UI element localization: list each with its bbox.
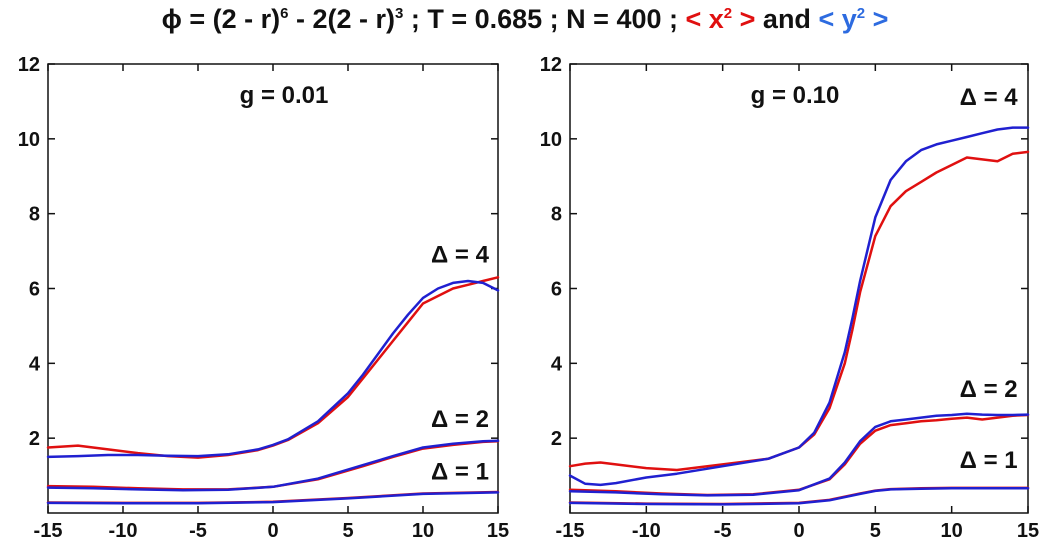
- figure-title: ϕ = (2 - r)6 - 2(2 - r)3 ; T = 0.685 ; N…: [0, 4, 1050, 35]
- series-line-y2-deltadeltadeltadelta2: [46, 439, 500, 492]
- x-tick-label: 0: [267, 520, 278, 539]
- y-tick-label: 6: [29, 279, 40, 301]
- x-tick-label: -5: [714, 520, 732, 539]
- title-potential-part-2: - 2(2 - r): [288, 4, 396, 34]
- curve-label: Δ = 4: [431, 241, 490, 268]
- y-tick-label: 2: [551, 428, 562, 450]
- x-tick-label: 15: [1017, 520, 1039, 539]
- x-tick-label: -15: [34, 520, 63, 539]
- series-line-y2-deltadeltadeltadelta4: [46, 279, 500, 459]
- y-tick-label: 12: [18, 54, 40, 76]
- x-tick-label: 5: [342, 520, 353, 539]
- phi-symbol: ϕ: [161, 4, 182, 34]
- curve-label: Δ = 2: [431, 406, 489, 433]
- x-tick-label: -10: [632, 520, 661, 539]
- plot-frame-1: [569, 63, 1029, 514]
- curve-label: Δ = 2: [960, 376, 1018, 403]
- series-line-y2-deltadeltadeltadelta1: [568, 487, 1030, 506]
- y-tick-label: 12: [540, 54, 562, 76]
- curve-label: Δ = 1: [960, 447, 1018, 474]
- legend-x2: < x2 >: [685, 4, 756, 34]
- series-line-y2-deltadeltadeltadelta1: [46, 491, 500, 505]
- title-and: and: [755, 4, 819, 34]
- x-tick-label: -15: [556, 520, 585, 539]
- y-tick-label: 10: [540, 129, 562, 151]
- curve-label: Δ = 1: [431, 458, 489, 485]
- panel-title: g = 0.10: [751, 82, 840, 109]
- y-tick-label: 6: [551, 279, 562, 301]
- x-tick-label: 10: [412, 520, 434, 539]
- y-tick-label: 8: [29, 204, 40, 226]
- x-tick-label: 15: [487, 520, 509, 539]
- y-tick-label: 8: [551, 204, 562, 226]
- series-line-y2-deltadeltadeltadelta4: [568, 126, 1030, 487]
- series-line-y2-deltadeltadeltadelta2: [568, 412, 1030, 497]
- title-exponent-6: 6: [280, 5, 289, 22]
- panel-title: g = 0.01: [240, 82, 329, 109]
- x-tick-label: -5: [189, 520, 207, 539]
- series-line-x2-deltadeltadeltadelta4: [568, 150, 1030, 472]
- title-exponent-3: 3: [395, 5, 404, 22]
- y-tick-label: 2: [29, 428, 40, 450]
- x-tick-label: 5: [870, 520, 881, 539]
- x-tick-label: 10: [941, 520, 963, 539]
- y-tick-label: 4: [551, 353, 563, 375]
- title-potential-part: = (2 - r): [181, 4, 281, 34]
- legend-y2: < y2 >: [818, 4, 889, 34]
- curve-label: Δ = 4: [960, 84, 1019, 111]
- title-parameters: ; T = 0.685 ; N = 400 ;: [403, 4, 686, 34]
- y-tick-label: 4: [29, 353, 41, 375]
- x-tick-label: 0: [793, 520, 804, 539]
- x-tick-label: -10: [109, 520, 138, 539]
- y-tick-label: 10: [18, 129, 40, 151]
